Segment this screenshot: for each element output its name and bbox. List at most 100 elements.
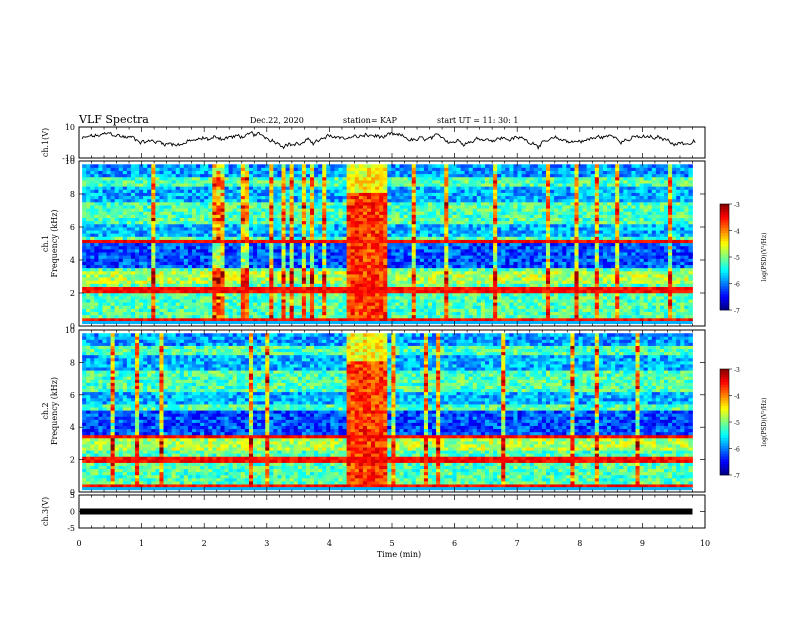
spectrogram-cell [326,277,330,281]
spectrogram-cell [400,312,404,316]
spectrogram-cell [465,261,469,265]
spectrogram-cell [347,186,351,190]
spectrogram-cell [387,299,391,303]
spectrogram-cell [184,208,188,212]
spectrogram-cell [212,246,216,250]
spectrogram-cell [351,243,355,247]
spectrogram-cell [269,309,273,313]
spectrogram-cell [469,208,473,212]
spectrogram-cell [290,164,294,168]
spectrogram-cell [473,199,477,203]
spectrogram-cell [151,193,155,197]
spectrogram-cell [448,258,452,262]
spectrogram-cell [306,171,310,175]
spectrogram-cell [123,252,127,256]
spectrogram-cell [436,299,440,303]
spectrogram-cell [212,243,216,247]
spectrogram-cell [290,193,294,197]
spectrogram-cell [237,230,241,234]
spectrogram-cell [371,265,375,269]
spectrogram-cell [204,240,208,244]
spectrogram-cell [277,312,281,316]
spectrogram-cell [444,315,448,319]
spectrogram-cell [86,164,90,168]
spectrogram-cell [208,174,212,178]
spectrogram-cell [176,305,180,309]
spectrogram-cell [139,258,143,262]
spectrogram-cell [107,230,111,234]
spectrogram-cell [367,224,371,228]
spectrogram-cell [477,312,481,316]
spectrogram-cell [180,205,184,209]
spectrogram-cell [277,315,281,319]
spectrogram-cell [229,249,233,253]
spectrogram-cell [253,246,257,250]
spectrogram-cell [343,302,347,306]
spectrogram-cell [257,205,261,209]
spectrogram-cell [294,218,298,222]
spectrogram-cell [302,199,306,203]
spectrogram-cell [347,177,351,181]
spectrogram-cell [351,296,355,300]
spectrogram-cell [326,271,330,275]
spectrogram-cell [363,309,367,313]
spectrogram-cell [249,249,253,253]
spectrogram-cell [298,277,302,281]
spectrogram-cell [400,290,404,294]
spectrogram-cell [440,164,444,168]
spectrogram-cell [314,186,318,190]
spectrogram-cell [119,202,123,206]
spectrogram-cell [212,183,216,187]
spectrogram-cell [188,227,192,231]
spectrogram-cell [188,236,192,240]
spectrogram-cell [395,315,399,319]
spectrogram-cell [135,196,139,200]
spectrogram-cell [98,302,102,306]
spectrogram-cell [456,233,460,237]
spectrogram-cell [269,249,273,253]
spectrogram-cell [184,193,188,197]
spectrogram-cell [395,318,399,322]
spectrogram-cell [294,211,298,215]
spectrogram-cell [273,268,277,272]
spectrogram-cell [94,189,98,193]
spectrogram-cell [139,268,143,272]
spectrogram-cell [176,280,180,284]
spectrogram-cell [444,243,448,247]
spectrogram-cell [338,186,342,190]
spectrogram-cell [379,265,383,269]
spectrogram-cell [269,221,273,225]
spectrogram-cell [151,199,155,203]
spectrogram-cell [102,233,106,237]
spectrogram-cell [131,202,135,206]
spectrogram-cell [164,299,168,303]
spectrogram-cell [334,186,338,190]
spectrogram-cell [306,309,310,313]
spectrogram-cell [371,236,375,240]
spectrogram-cell [330,268,334,272]
spectrogram-cell [180,189,184,193]
spectrogram-cell [212,221,216,225]
spectrogram-cell [326,205,330,209]
spectrogram-cell [107,280,111,284]
spectrogram-cell [123,193,127,197]
spectrogram-cell [338,283,342,287]
spectrogram-cell [294,202,298,206]
spectrogram-cell [444,287,448,291]
spectrogram-cell [119,312,123,316]
spectrogram-cell [176,199,180,203]
spectrogram-cell [229,224,233,228]
spectrogram-cell [375,236,379,240]
spectrogram-cell [314,233,318,237]
spectrogram-cell [277,246,281,250]
spectrogram-cell [383,318,387,322]
spectrogram-cell [115,290,119,294]
spectrogram-cell [371,205,375,209]
spectrogram-cell [180,255,184,259]
spectrogram-cell [282,193,286,197]
spectrogram-cell [98,252,102,256]
spectrogram-cell [164,174,168,178]
spectrogram-cell [432,268,436,272]
spectrogram-cell [306,302,310,306]
spectrogram-cell [261,299,265,303]
